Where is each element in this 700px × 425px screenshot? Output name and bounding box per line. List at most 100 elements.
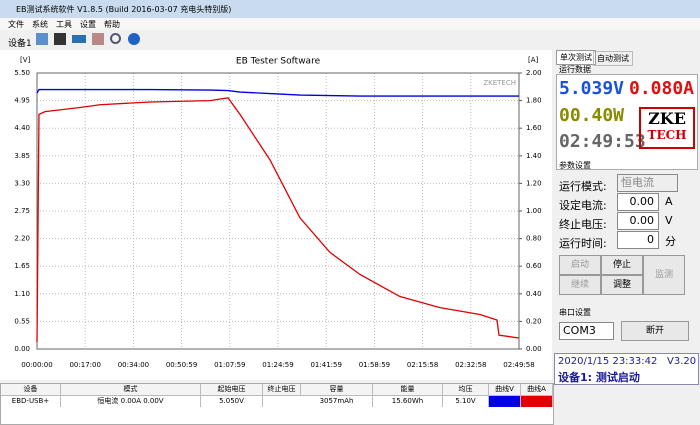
window-title: EB测试系统软件 V1.8.5 (Build 2016-03-07 充电头特别版… <box>16 5 232 14</box>
x-tick-label: 02:49:58 <box>503 361 534 369</box>
x-tick-label: 02:15:58 <box>407 361 438 369</box>
table-header: 均压 <box>443 384 489 396</box>
title-bar: EB测试系统软件 V1.8.5 (Build 2016-03-07 充电头特别版… <box>0 0 700 18</box>
table-cell: 3057mAh <box>301 396 373 407</box>
y-tick-label: 0.55 <box>14 317 30 325</box>
chart: EB Tester Software [V] [A] ZKETECH 0.00 0.55 1… <box>0 50 552 380</box>
unit: V <box>665 214 673 227</box>
y-tick-label: 1.65 <box>14 262 30 270</box>
series-line <box>36 97 520 343</box>
menu-bar: 文件 系统 工具 设置 帮助 <box>0 18 700 30</box>
y2-tick-label: 0.80 <box>526 235 542 243</box>
table-header: 能量 <box>373 384 443 396</box>
adjust-button[interactable]: 调整 <box>601 275 643 295</box>
y-tick-label: 0.00 <box>14 345 30 353</box>
chart-title: EB Tester Software <box>236 57 321 67</box>
watermark: ZKETECH <box>483 79 516 87</box>
info-icon[interactable] <box>128 33 140 45</box>
label: 运行时间: <box>559 237 607 250</box>
y2-tick-label: 0.00 <box>526 345 542 353</box>
table-header: 模式 <box>61 384 201 396</box>
table-cell: 5.050V <box>201 396 263 407</box>
table-header: 曲线V <box>489 384 521 396</box>
y2-tick-label: 1.80 <box>526 97 542 105</box>
version: V3.20 <box>667 356 697 367</box>
curve-color <box>521 396 553 407</box>
x-tick-label: 00:34:00 <box>118 361 149 369</box>
label: 运行模式: <box>559 180 607 193</box>
table-cell: 恒电流 0.00A 0.00V <box>61 396 201 407</box>
save-icon[interactable] <box>54 33 66 45</box>
logo-text: TECH <box>647 128 687 142</box>
side-panel: 单次测试 自动测试 运行数据 5.039V 0.080A 00.40W 02:4… <box>553 48 700 425</box>
x-tick-label: 00:00:00 <box>21 361 52 369</box>
status-box: 2020/1/15 23:33:42 V3.20 设备1: 测试启动 <box>554 353 699 385</box>
group-title: 串口设置 <box>559 308 591 317</box>
y2-axis-label: [A] <box>528 56 539 64</box>
set-current-input[interactable]: 0.00 <box>617 193 659 211</box>
y-tick-label: 2.75 <box>14 207 30 215</box>
y2-tick-label: 1.20 <box>526 179 542 187</box>
y-tick-label: 1.10 <box>14 290 30 298</box>
status-time: 2020/1/15 23:33:42 <box>558 356 658 367</box>
x-tick-label: 01:41:59 <box>310 361 341 369</box>
current-display: 0.080A <box>629 78 695 99</box>
run-time-input[interactable]: 0 <box>617 231 659 249</box>
x-tick-label: 02:32:58 <box>455 361 486 369</box>
y2-tick-label: 0.40 <box>526 290 542 298</box>
stop-button[interactable]: 停止 <box>601 255 643 275</box>
monitor-button[interactable]: 监测 <box>643 255 685 295</box>
time-display: 02:49:53 <box>559 131 646 152</box>
port-select[interactable]: COM3 <box>559 322 614 340</box>
y2-tick-label: 1.60 <box>526 124 542 132</box>
table-header: 设备 <box>1 384 61 396</box>
tools-icon[interactable] <box>92 33 104 45</box>
y-tick-label: 3.85 <box>14 152 30 160</box>
tab[interactable]: 自动测试 <box>593 51 633 66</box>
menu-item[interactable]: 设置 <box>80 20 96 29</box>
y2-tick-label: 0.20 <box>526 317 542 325</box>
label: 设定电流: <box>559 199 607 212</box>
unit: A <box>665 195 673 208</box>
device-label: 设备1 <box>8 39 32 49</box>
run-display: 5.039V 0.080A 00.40W 02:49:53 ZKE TECH <box>556 74 698 170</box>
x-tick-label: 00:50:59 <box>166 361 197 369</box>
result-table: 设备 EBD-USB+ 模式 恒电流 0.00A 0.00V 起始电压 5.050V 终止电… <box>0 383 554 425</box>
table-header: 起始电压 <box>201 384 263 396</box>
logo: ZKE TECH <box>639 107 695 149</box>
label: 终止电压: <box>559 218 607 231</box>
tab[interactable]: 单次测试 <box>556 50 596 65</box>
open-icon[interactable] <box>36 33 48 45</box>
start-button[interactable]: 启动 <box>559 255 601 275</box>
search-icon[interactable] <box>110 33 121 44</box>
plot-frame <box>36 72 520 350</box>
table-cell: 5.10V <box>443 396 489 407</box>
y-tick-label: 2.20 <box>14 235 30 243</box>
table-header: 曲线A <box>521 384 553 396</box>
stop-voltage-input[interactable]: 0.00 <box>617 212 659 230</box>
series-line <box>36 88 519 97</box>
table-header: 终止电压 <box>263 384 301 396</box>
table-cell: EBD-USB+ <box>1 396 61 407</box>
y2-tick-label: 1.00 <box>526 207 542 215</box>
menu-item[interactable]: 帮助 <box>104 20 120 29</box>
menu-item[interactable]: 文件 <box>8 20 24 29</box>
y-tick-label: 4.40 <box>14 124 30 132</box>
status-text: 设备1: 测试启动 <box>558 371 640 384</box>
group-title: 参数设置 <box>559 161 591 170</box>
menu-item[interactable]: 工具 <box>56 20 72 29</box>
menu-item[interactable]: 系统 <box>32 20 48 29</box>
x-tick-label: 01:58:59 <box>359 361 390 369</box>
disconnect-button[interactable]: 断开 <box>621 321 689 341</box>
toolbar: 设备1 <box>0 30 552 50</box>
x-tick-label: 01:07:59 <box>214 361 245 369</box>
voltage-display: 5.039V <box>559 78 625 99</box>
mode-select[interactable]: 恒电流 <box>617 174 678 192</box>
device-icon[interactable] <box>72 35 86 43</box>
continue-button[interactable]: 继续 <box>559 275 601 295</box>
y-axis-label: [V] <box>20 56 31 64</box>
y2-tick-label: 2.00 <box>526 69 542 77</box>
unit: 分 <box>665 235 676 248</box>
logo-text: ZKE <box>648 109 686 128</box>
